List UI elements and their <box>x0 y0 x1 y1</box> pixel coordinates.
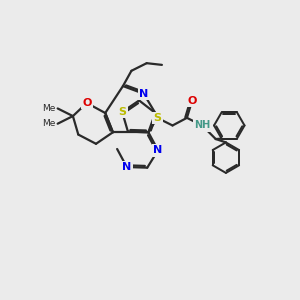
Text: O: O <box>187 96 197 106</box>
Text: N: N <box>153 145 163 155</box>
Text: NH: NH <box>194 121 210 130</box>
Text: Me: Me <box>42 119 55 128</box>
Text: N: N <box>139 89 148 99</box>
Text: S: S <box>118 107 126 117</box>
Text: Me: Me <box>42 104 55 113</box>
Text: N: N <box>122 162 131 172</box>
Text: S: S <box>153 113 161 123</box>
Text: O: O <box>82 98 92 108</box>
